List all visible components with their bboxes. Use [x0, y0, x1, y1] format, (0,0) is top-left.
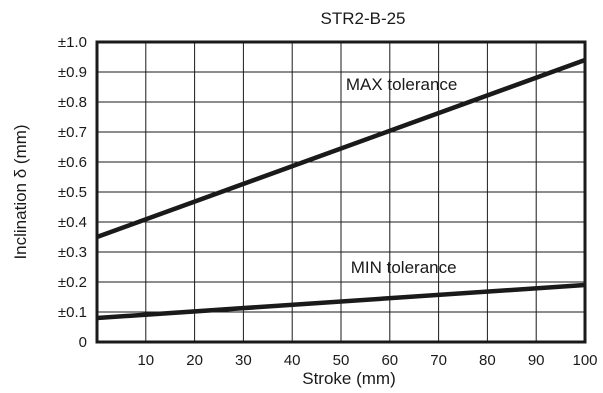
min-tolerance-line: [96, 282, 586, 321]
max-tolerance-line: [96, 57, 586, 240]
y-tick-label: ±0.1: [58, 304, 87, 321]
chart-title: STR2-B-25: [320, 9, 405, 28]
x-tick-label: 30: [235, 352, 252, 369]
min-tolerance-label: MIN tolerance: [351, 258, 457, 277]
x-tick-label: 100: [572, 352, 597, 369]
x-tick-label: 10: [137, 352, 154, 369]
y-axis-title: Inclination δ (mm): [11, 124, 30, 259]
y-tick-label: ±1.0: [58, 34, 87, 51]
y-tick-label: ±0.2: [58, 274, 87, 291]
max-tolerance-label: MAX tolerance: [346, 75, 458, 94]
tick-labels: 10 20 30 40 50 60 70 80 90 100 0 ±0.1 ±0.2 ±0.3 ±0.4 ±0…: [58, 34, 598, 369]
x-tick-label: 60: [381, 352, 398, 369]
y-tick-label: ±0.8: [58, 94, 87, 111]
y-tick-label: ±0.4: [58, 214, 87, 231]
plot-frame: [95, 40, 587, 344]
x-axis-title: Stroke (mm): [302, 369, 396, 388]
x-tick-label: 90: [528, 352, 545, 369]
x-tick-label: 40: [284, 352, 301, 369]
y-tick-label: ±0.6: [58, 154, 87, 171]
grid: [97, 42, 585, 342]
x-tick-label: 50: [333, 352, 350, 369]
y-tick-label: ±0.7: [58, 124, 87, 141]
x-tick-label: 20: [186, 352, 203, 369]
y-tick-label: 0: [79, 334, 87, 351]
x-tick-label: 70: [430, 352, 447, 369]
y-tick-label: ±0.5: [58, 184, 87, 201]
x-tick-label: 80: [479, 352, 496, 369]
y-tick-label: ±0.9: [58, 64, 87, 81]
series-group: [96, 57, 586, 321]
y-tick-label: ±0.3: [58, 244, 87, 261]
